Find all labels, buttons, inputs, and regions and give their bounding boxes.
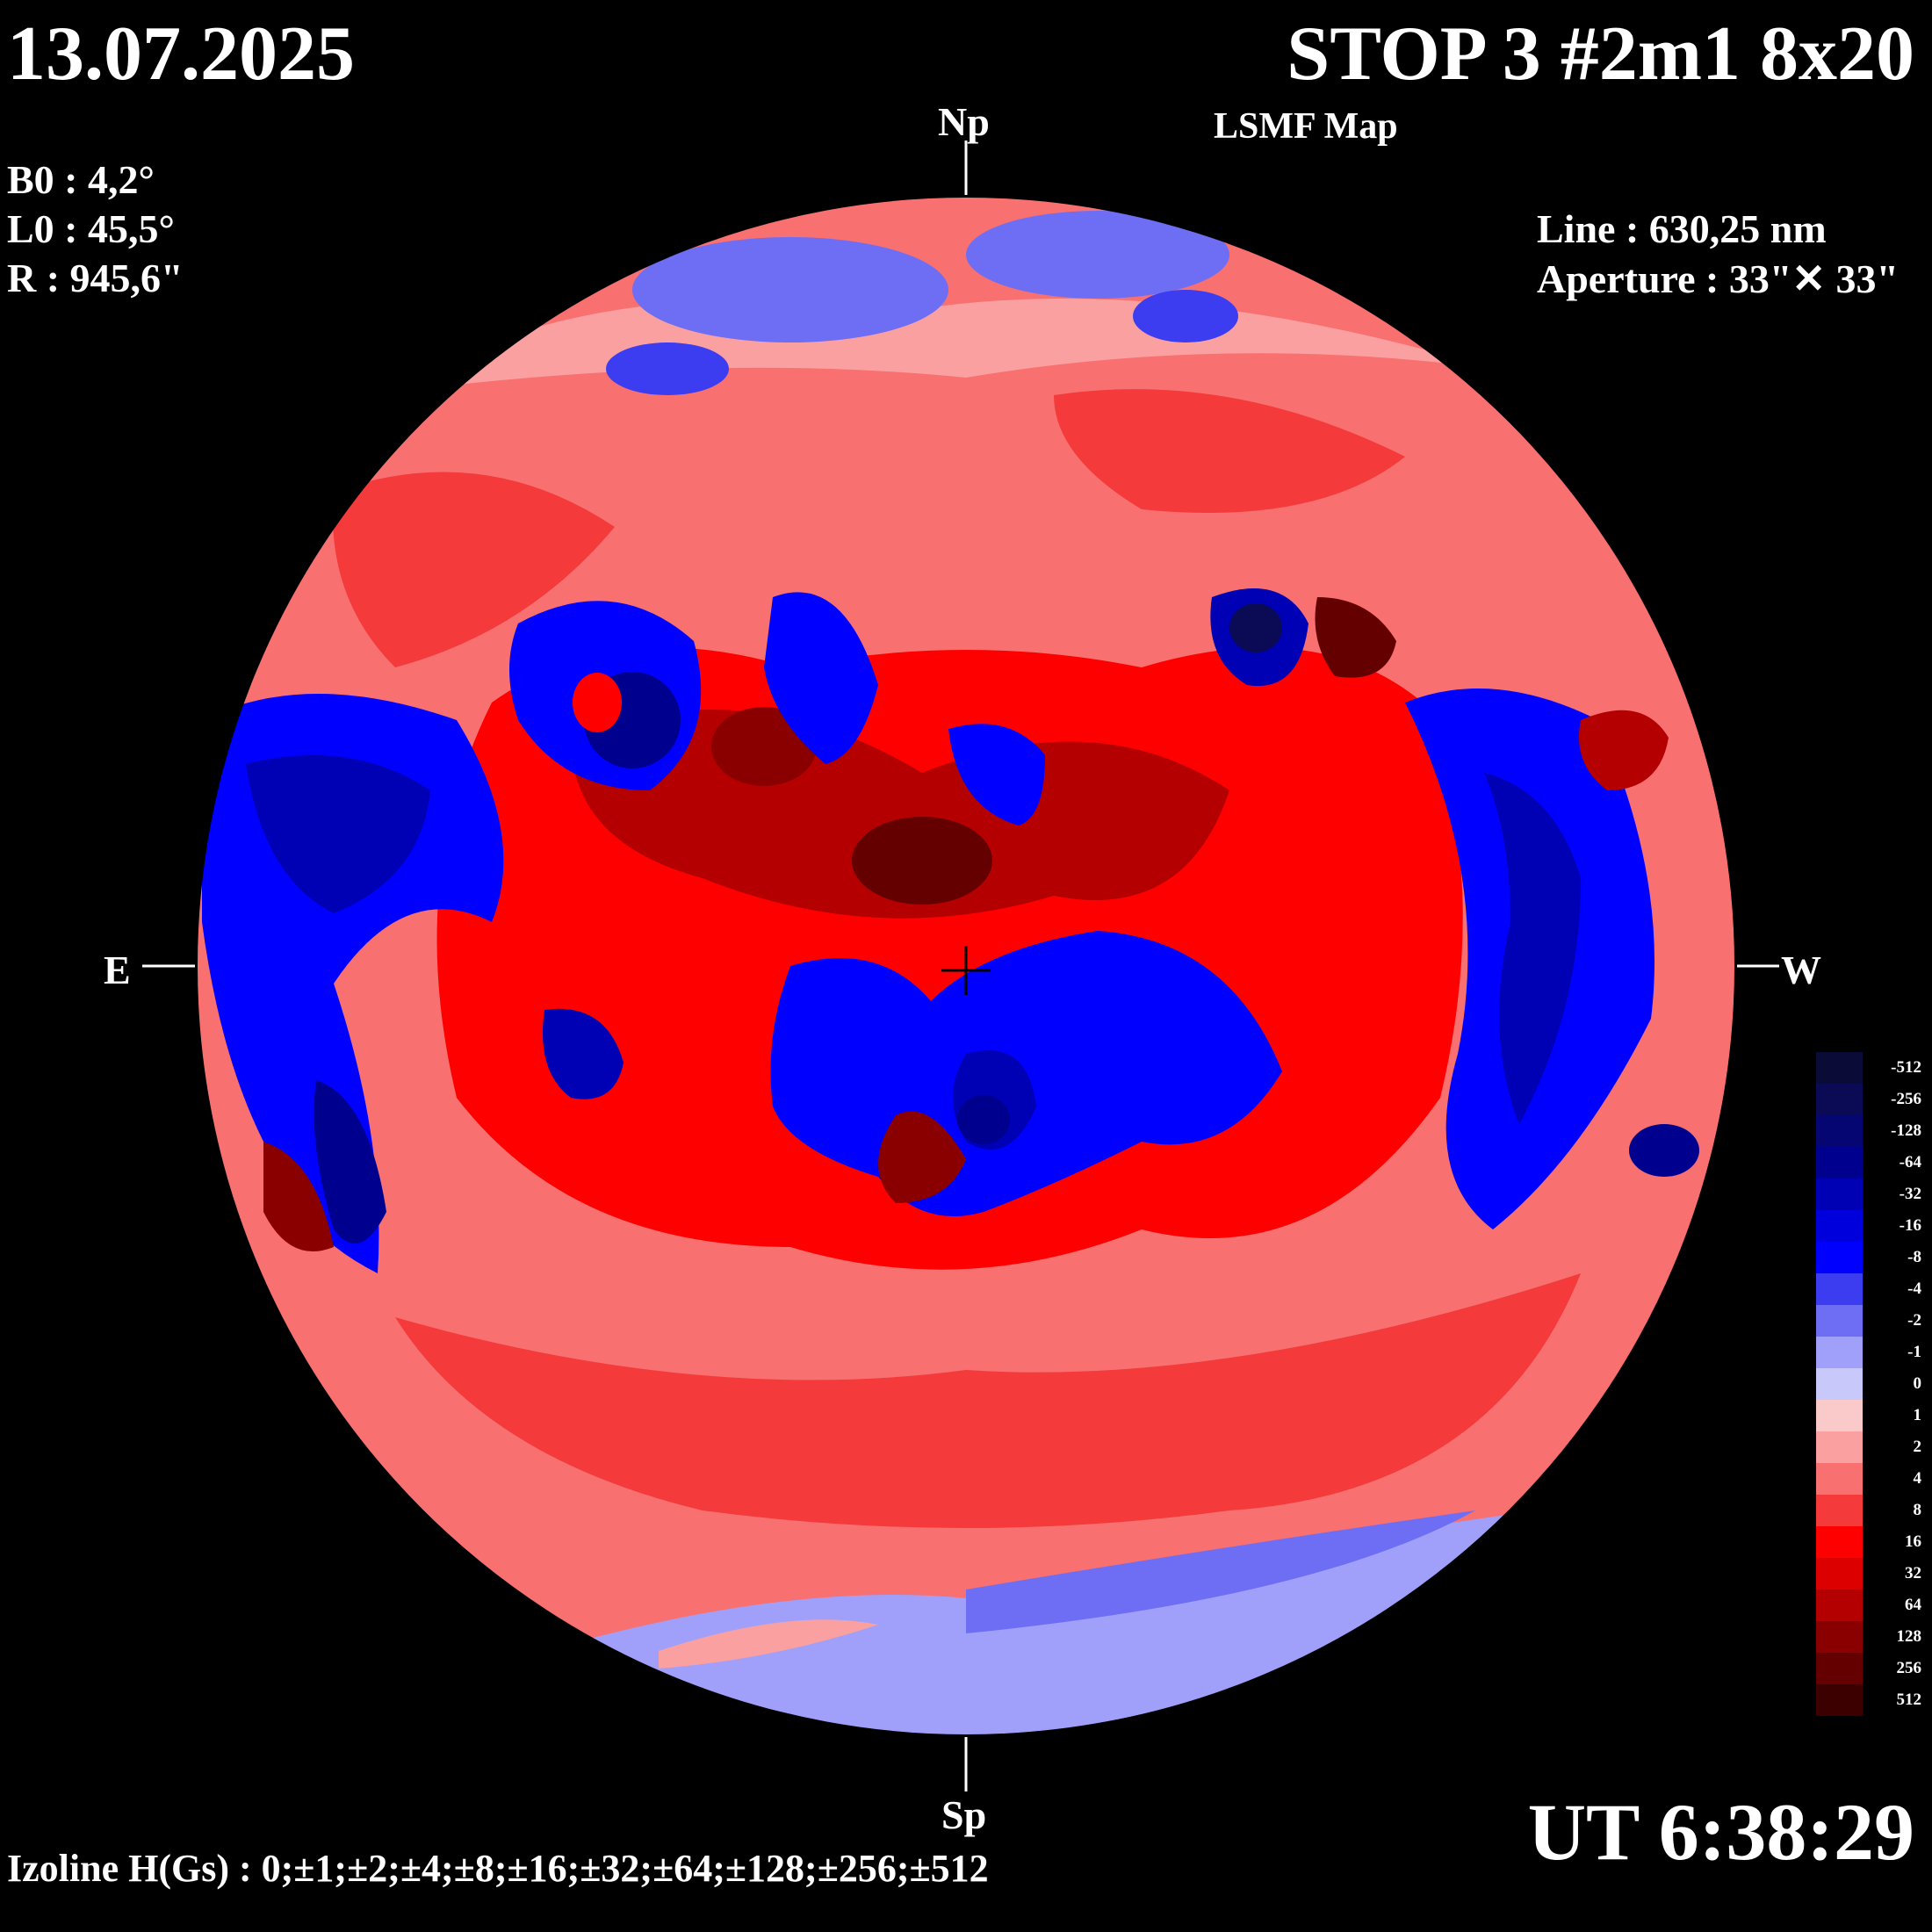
legend-level-label: 512 — [1896, 1690, 1922, 1709]
legend-level-label: 32 — [1905, 1564, 1921, 1582]
legend-level-label: -2 — [1907, 1311, 1921, 1330]
aperture: Aperture : 33"✕ 33" — [1537, 256, 1899, 301]
legend-labels: -512 -256 -128 -64 -32 -16 -8 -4 -2 -1 0 1 2 4 8 16 32 64… — [1869, 1052, 1921, 1716]
legend-swatch — [1816, 1431, 1863, 1463]
legend-swatch — [1816, 1084, 1863, 1115]
legend-swatch — [1816, 1305, 1863, 1337]
legend-swatch — [1816, 1400, 1863, 1431]
ut-time: UT 6:38:29 — [1527, 1787, 1914, 1877]
east-label: E — [104, 948, 131, 992]
legend-level-label: 4 — [1913, 1469, 1922, 1488]
legend-swatch — [1816, 1558, 1863, 1590]
isoline-levels: Izoline H(Gs) : 0;±1;±2;±4;±8;±16;±32;±6… — [7, 1847, 989, 1890]
legend-swatch — [1816, 1337, 1863, 1368]
legend-swatch — [1816, 1653, 1863, 1684]
legend-level-label: -512 — [1891, 1058, 1921, 1077]
legend-level-label: -8 — [1907, 1248, 1921, 1266]
legend-level-label: -256 — [1891, 1090, 1921, 1108]
legend-level-label: -128 — [1891, 1121, 1921, 1140]
legend-level-label: 2 — [1913, 1438, 1922, 1456]
legend-swatch — [1816, 1684, 1863, 1716]
b0-value: B0 : 4,2° — [7, 157, 155, 202]
legend-level-label: -16 — [1899, 1216, 1921, 1235]
solar-disk — [197, 197, 1735, 1735]
legend-swatch — [1816, 1495, 1863, 1526]
legend-swatch — [1816, 1463, 1863, 1495]
legend-swatch — [1816, 1210, 1863, 1242]
legend-level-label: 8 — [1913, 1501, 1922, 1519]
l0-value: L0 : 45,5° — [7, 206, 175, 251]
legend-level-label: 16 — [1905, 1532, 1921, 1551]
legend-swatch — [1816, 1621, 1863, 1653]
color-legend — [1816, 1052, 1863, 1716]
legend-swatch — [1816, 1526, 1863, 1558]
observation-date: 13.07.2025 — [7, 11, 355, 97]
legend-level-label: 128 — [1896, 1627, 1922, 1646]
legend-level-label: -32 — [1899, 1185, 1921, 1203]
south-label: Sp — [941, 1792, 987, 1837]
legend-level-label: -1 — [1907, 1343, 1921, 1361]
map-title: STOP 3 #2m1 8x20 — [1287, 11, 1914, 97]
radius-value: R : 945,6" — [7, 256, 184, 300]
spectral-line: Line : 630,25 nm — [1537, 206, 1827, 251]
legend-level-label: 1 — [1913, 1406, 1922, 1424]
legend-level-label: 64 — [1905, 1596, 1921, 1614]
legend-level-label: 0 — [1913, 1374, 1922, 1393]
map-subtitle: LSMF Map — [1214, 106, 1398, 147]
legend-swatch — [1816, 1147, 1863, 1179]
west-label: W — [1781, 948, 1821, 992]
legend-level-label: -4 — [1907, 1280, 1921, 1298]
north-label: Np — [938, 99, 990, 144]
legend-level-label: 256 — [1896, 1659, 1922, 1677]
legend-swatch — [1816, 1368, 1863, 1400]
legend-level-label: -64 — [1899, 1153, 1921, 1171]
legend-swatch — [1816, 1052, 1863, 1084]
legend-swatch — [1816, 1179, 1863, 1210]
legend-swatch — [1816, 1590, 1863, 1621]
legend-swatch — [1816, 1273, 1863, 1305]
legend-swatch — [1816, 1242, 1863, 1273]
legend-swatch — [1816, 1115, 1863, 1147]
